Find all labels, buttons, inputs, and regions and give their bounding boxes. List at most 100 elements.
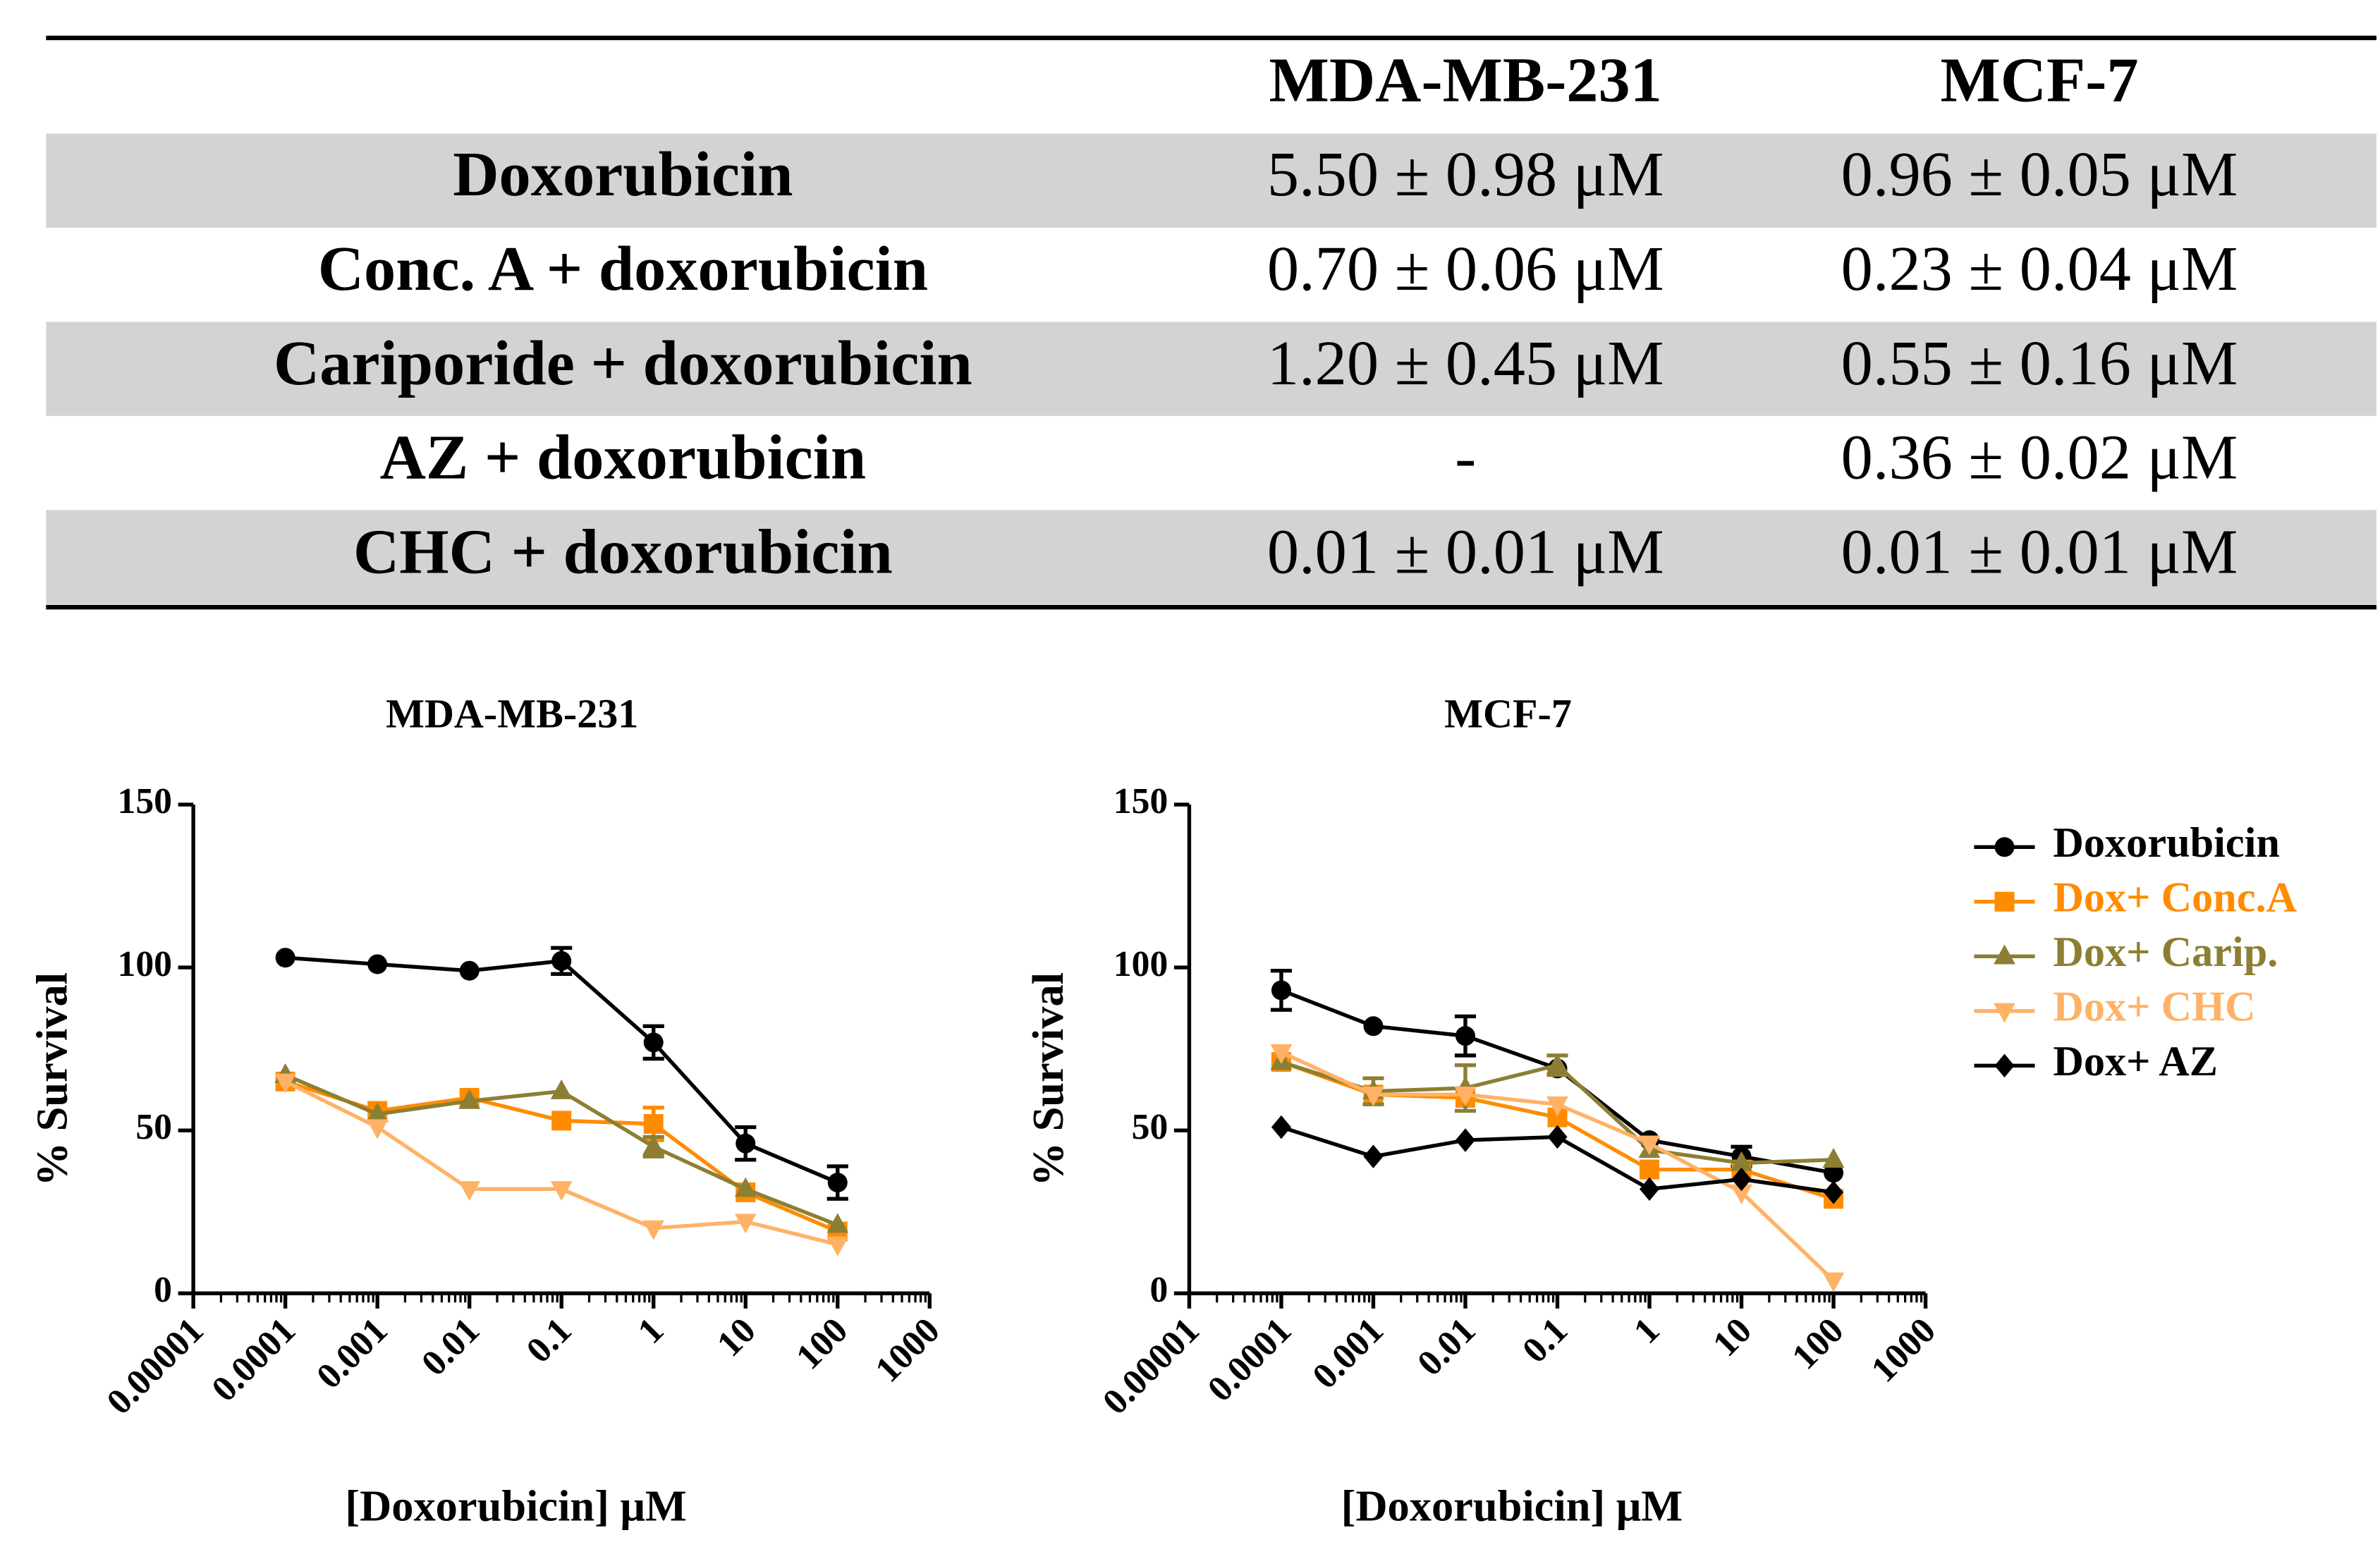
table-cell: 0.96 ± 0.05 μM bbox=[1841, 138, 2238, 209]
table-cell: 5.50 ± 0.98 μM bbox=[1267, 138, 1664, 209]
point bbox=[1638, 1135, 1661, 1156]
table-cell: 0.01 ± 0.01 μM bbox=[1841, 516, 2238, 587]
point bbox=[459, 960, 480, 981]
point bbox=[550, 1181, 573, 1202]
legend-marker bbox=[1994, 837, 2015, 857]
x-tick-label: 0.01 bbox=[414, 1310, 487, 1383]
x-tick-label: 1 bbox=[1626, 1310, 1668, 1352]
table-cell: 0.23 ± 0.04 μM bbox=[1841, 233, 2238, 304]
y-axis-label: % Survival bbox=[28, 972, 77, 1186]
point bbox=[642, 1220, 665, 1240]
legend-marker bbox=[1994, 1053, 2015, 1078]
y-tick-label: 150 bbox=[1113, 781, 1168, 821]
row-label: Cariporide + doxorubicin bbox=[274, 327, 972, 398]
row-shade bbox=[46, 133, 2376, 228]
x-tick-label: 1000 bbox=[867, 1310, 947, 1390]
point bbox=[1455, 1128, 1475, 1152]
point bbox=[367, 954, 388, 974]
x-tick-label: 1000 bbox=[1864, 1310, 1943, 1390]
chart-title: MDA-MB-231 bbox=[386, 691, 638, 737]
x-tick-label: 0.001 bbox=[309, 1310, 395, 1396]
y-tick-label: 50 bbox=[1132, 1107, 1168, 1147]
point bbox=[458, 1089, 481, 1109]
legend-marker bbox=[1994, 891, 2015, 912]
row-label: AZ + doxorubicin bbox=[380, 422, 867, 493]
point bbox=[1363, 1144, 1384, 1168]
point bbox=[550, 1079, 573, 1099]
y-tick-label: 150 bbox=[118, 781, 172, 821]
y-tick-label: 100 bbox=[1113, 944, 1168, 984]
point bbox=[1822, 1147, 1845, 1168]
point bbox=[643, 1113, 664, 1134]
point bbox=[1824, 1180, 1844, 1204]
point bbox=[366, 1119, 389, 1139]
point bbox=[1271, 980, 1291, 1001]
point bbox=[1454, 1087, 1477, 1107]
point bbox=[734, 1213, 757, 1234]
legend-label: Doxorubicin bbox=[2053, 819, 2279, 867]
x-tick-label: 10 bbox=[1705, 1310, 1759, 1364]
y-tick-label: 50 bbox=[135, 1107, 172, 1147]
y-tick-label: 0 bbox=[154, 1270, 172, 1310]
column-header: MCF-7 bbox=[1940, 44, 2138, 115]
legend-label: Dox+ Carip. bbox=[2053, 929, 2278, 976]
point bbox=[827, 1173, 848, 1193]
point bbox=[1270, 1044, 1293, 1065]
point bbox=[1455, 1026, 1475, 1046]
point bbox=[1731, 1167, 1752, 1192]
y-tick-label: 0 bbox=[1149, 1270, 1168, 1310]
x-tick-label: 100 bbox=[788, 1310, 855, 1377]
point bbox=[1546, 1053, 1568, 1073]
legend-marker bbox=[1994, 944, 2015, 965]
x-tick-label: 0.1 bbox=[1515, 1310, 1575, 1371]
table-cell: 1.20 ± 0.45 μM bbox=[1267, 327, 1664, 398]
point bbox=[274, 1073, 297, 1094]
point bbox=[1363, 1016, 1384, 1037]
point bbox=[1731, 1184, 1752, 1204]
point bbox=[826, 1213, 849, 1233]
x-tick-label: 0.0001 bbox=[1200, 1310, 1300, 1410]
x-axis-label: [Doxorubicin] μM bbox=[1341, 1481, 1683, 1530]
x-tick-label: 0.001 bbox=[1305, 1310, 1391, 1396]
point bbox=[1640, 1159, 1660, 1180]
row-shade bbox=[46, 322, 2376, 416]
table-cell: 0.70 ± 0.06 μM bbox=[1267, 233, 1664, 304]
y-tick-label: 100 bbox=[118, 944, 172, 984]
point bbox=[1731, 1151, 1752, 1171]
table-cell: 0.36 ± 0.02 μM bbox=[1841, 422, 2238, 493]
table-cell: 0.01 ± 0.01 μM bbox=[1267, 516, 1664, 587]
x-tick-label: 10 bbox=[709, 1310, 764, 1364]
x-tick-label: 0.0001 bbox=[204, 1310, 303, 1410]
row-label: Doxorubicin bbox=[453, 138, 793, 209]
point bbox=[643, 1032, 664, 1053]
point bbox=[1546, 1096, 1568, 1116]
point bbox=[826, 1236, 849, 1257]
column-header: MDA-MB-231 bbox=[1269, 44, 1662, 115]
point bbox=[275, 948, 295, 968]
point bbox=[1824, 1163, 1844, 1183]
point bbox=[1822, 1272, 1845, 1292]
x-tick-label: 0.00001 bbox=[1095, 1310, 1207, 1422]
x-tick-label: 0.00001 bbox=[99, 1310, 212, 1422]
x-tick-label: 100 bbox=[1784, 1310, 1851, 1377]
x-tick-label: 0.01 bbox=[1410, 1310, 1483, 1383]
point bbox=[1362, 1087, 1384, 1107]
point bbox=[1547, 1125, 1568, 1149]
row-shade bbox=[46, 510, 2376, 604]
legend-label: Dox+ Conc.A bbox=[2053, 874, 2297, 922]
series-line bbox=[285, 955, 838, 1185]
point bbox=[736, 1133, 756, 1154]
legend-marker bbox=[1994, 1003, 2015, 1023]
legend-label: Dox+ AZ bbox=[2053, 1038, 2218, 1085]
row-label: Conc. A + doxorubicin bbox=[318, 233, 928, 304]
point bbox=[366, 1102, 389, 1123]
point bbox=[551, 950, 572, 971]
x-axis-label: [Doxorubicin] μM bbox=[345, 1481, 686, 1530]
x-tick-label: 0.1 bbox=[519, 1310, 580, 1371]
point bbox=[1271, 1115, 1291, 1139]
legend-label: Dox+ CHC bbox=[2053, 984, 2255, 1031]
row-label: CHC + doxorubicin bbox=[353, 516, 893, 587]
point bbox=[642, 1135, 665, 1155]
